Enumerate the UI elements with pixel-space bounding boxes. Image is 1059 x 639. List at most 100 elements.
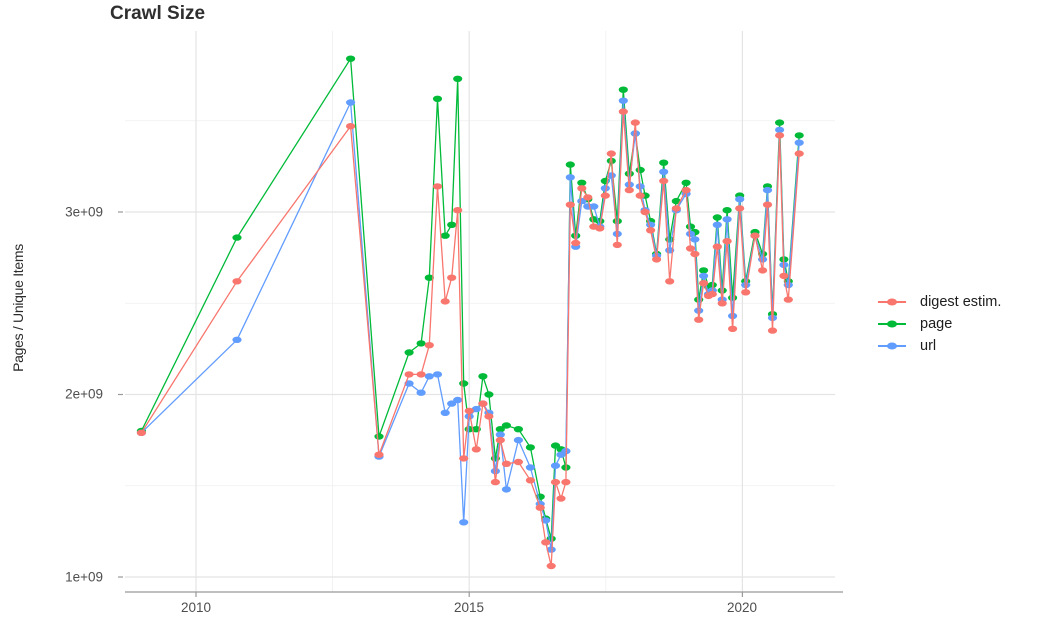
data-point-digest-estim- [424,342,434,349]
data-point-digest-estim- [416,371,426,378]
legend-marker-digest-icon [878,295,906,309]
data-point-url [550,462,561,469]
data-point-digest-estim- [618,108,628,115]
data-point-page [635,166,645,174]
data-point-url [712,221,722,228]
data-point-page [346,55,356,62]
data-point-digest-estim- [600,192,610,199]
data-point-page [794,132,804,139]
data-point-url [659,168,669,175]
data-point-digest-estim- [550,478,561,486]
x-tick-label-2010: 2010 [180,600,212,615]
data-point-digest-estim- [525,477,536,484]
data-point-digest-estim- [484,413,494,420]
data-point-digest-estim- [722,238,732,245]
data-point-url [735,196,745,203]
y-axis-title: Pages / Unique Items [10,244,26,372]
data-point-digest-estim- [665,278,675,285]
data-point-digest-estim- [513,458,524,466]
data-point-url [501,486,511,493]
x-tick-label-2015: 2015 [453,600,485,615]
data-point-page [671,197,681,205]
data-point-page [681,179,691,186]
data-point-digest-estim- [685,245,696,252]
data-point-page [513,426,524,433]
data-point-url [440,409,450,416]
data-point-url [600,185,610,192]
data-point-page [722,207,732,214]
data-point-digest-estim- [136,429,146,436]
data-point-digest-estim- [447,274,457,281]
data-point-url [416,389,426,396]
data-point-digest-estim- [556,495,566,502]
data-point-digest-estim- [699,280,709,287]
data-point-digest-estim- [635,192,645,199]
data-point-url [232,336,242,343]
y-tick-label-1e09: 1e+09 [65,569,103,585]
data-point-url [775,126,785,134]
data-point-digest-estim- [630,119,640,126]
data-point-page [478,373,488,380]
data-point-digest-estim- [671,205,681,212]
data-point-url [447,400,457,407]
legend-marker-url-icon [878,339,906,353]
data-point-url [699,272,709,280]
data-point-digest-estim- [541,539,551,546]
data-point-digest-estim- [440,298,450,305]
data-point-digest-estim- [571,239,581,247]
data-point-digest-estim- [346,123,356,130]
data-point-url [453,396,463,404]
data-point-page [232,234,242,241]
data-point-page [712,214,722,221]
data-point-url [525,464,536,471]
data-point-url [685,230,696,238]
data-point-page [440,232,450,239]
data-point-url [346,99,356,106]
data-point-digest-estim- [640,208,650,216]
data-point-page [525,444,536,451]
data-point-url [630,130,640,137]
legend-label-page: page [920,315,953,332]
data-point-page [416,340,426,347]
chart-title: Crawl Size [110,3,206,24]
data-point-digest-estim- [561,478,571,486]
data-point-digest-estim- [535,504,545,511]
data-point-digest-estim- [767,327,778,334]
data-point-digest-estim- [495,436,505,444]
legend-item-page: page [878,315,1001,332]
data-point-digest-estim- [459,455,469,462]
data-point-digest-estim- [595,225,605,232]
data-point-digest-estim- [501,460,511,467]
data-point-digest-estim- [453,207,463,214]
data-point-digest-estim- [741,289,751,296]
data-point-url [546,546,556,553]
data-point-page [404,349,414,356]
data-point-page [775,119,785,126]
data-point-digest-estim- [794,150,804,157]
data-point-digest-estim- [652,256,662,263]
data-point-digest-estim- [694,316,704,323]
data-point-page [453,75,463,83]
data-point-url [728,312,738,320]
data-point-digest-estim- [712,243,722,250]
data-point-url [565,174,575,181]
data-point-digest-estim- [779,272,789,280]
data-point-url [618,97,628,104]
data-point-url [432,371,443,378]
data-point-url [513,436,524,444]
data-point-digest-estim- [464,407,474,415]
data-point-digest-estim- [606,150,616,157]
legend-marker-page-icon [878,317,906,331]
data-point-page [495,426,505,433]
data-point-digest-estim- [577,185,587,192]
data-point-page [459,380,469,387]
data-point-digest-estim- [583,194,593,201]
data-point-digest-estim- [232,278,242,285]
data-point-url [589,203,599,210]
data-point-page [484,391,494,398]
data-point-url [490,467,500,475]
data-point-page [565,161,575,168]
data-point-page [432,95,443,103]
data-point-page [424,274,434,281]
